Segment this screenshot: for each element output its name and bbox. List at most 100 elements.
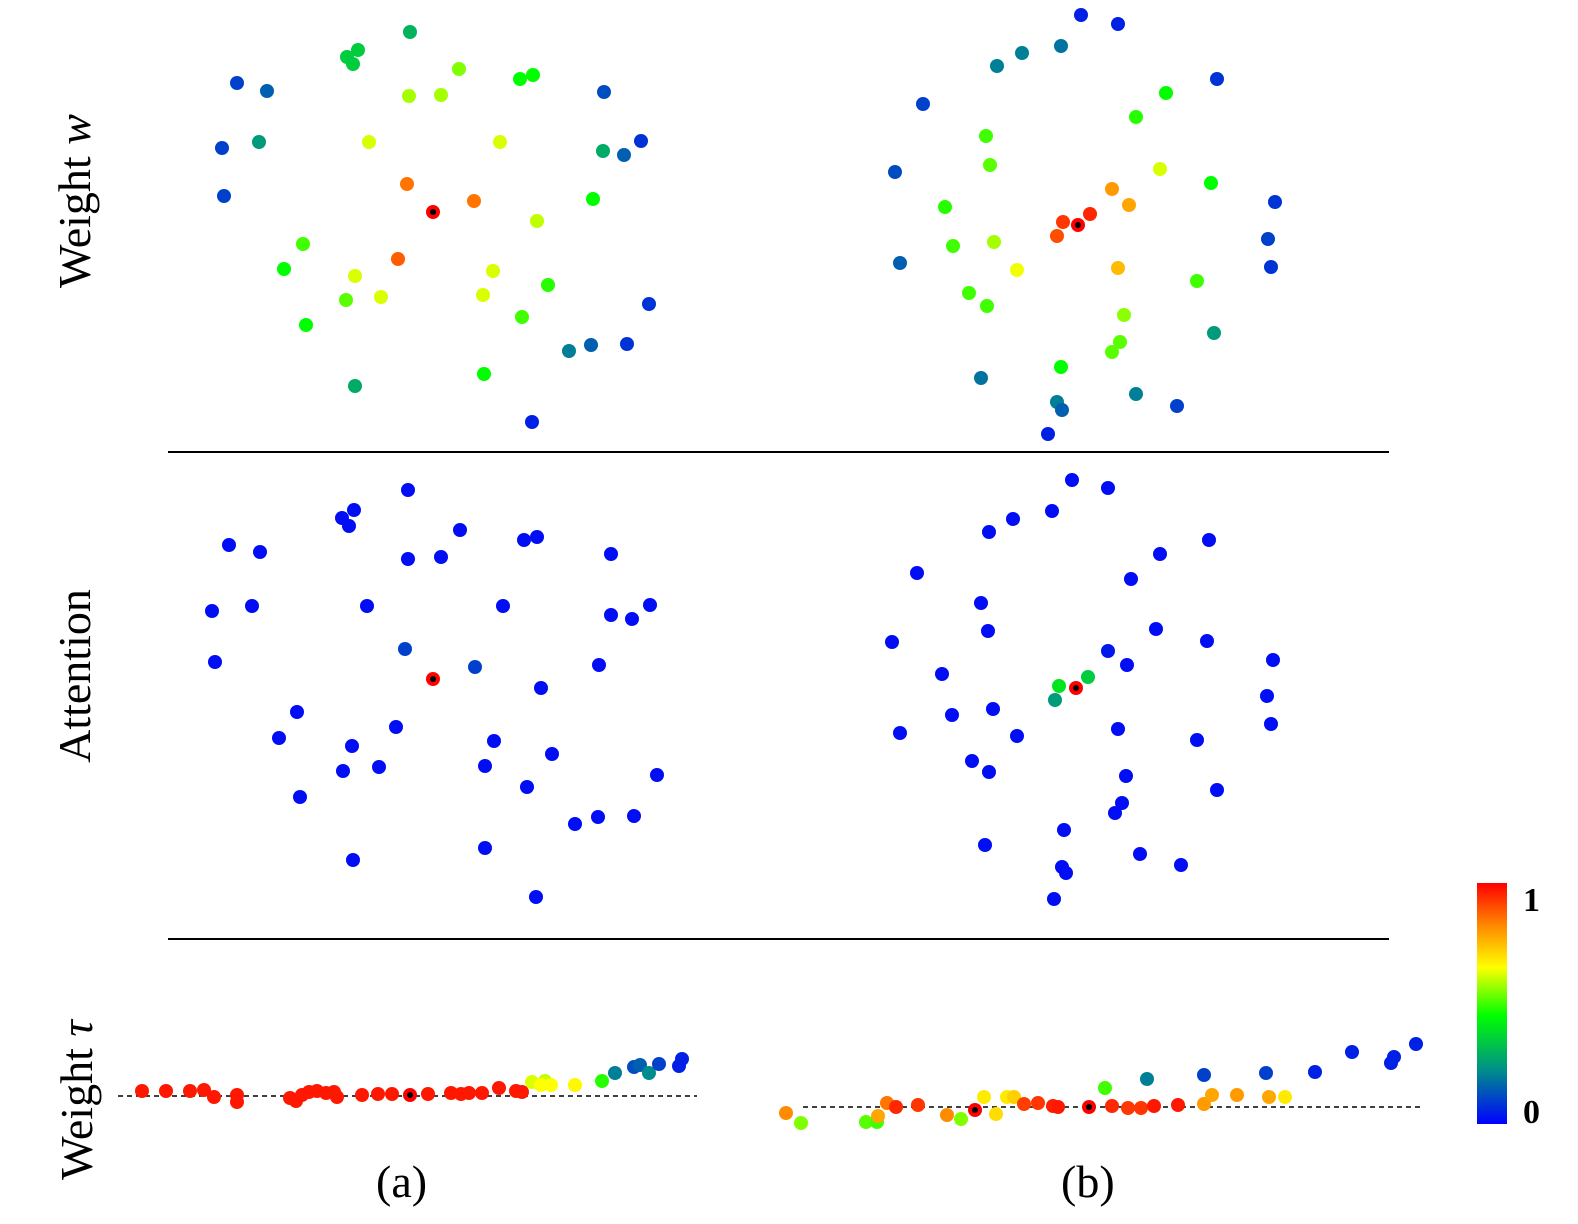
point-b-weight-w-35 (1105, 345, 1119, 359)
point-b-weight-tau-20 (1098, 1081, 1112, 1095)
point-a-attention-7 (401, 552, 415, 566)
point-a-weight-w-39 (620, 337, 634, 351)
point-a-weight-w-36 (515, 310, 529, 324)
point-a-weight-w-0 (403, 25, 417, 39)
point-a-attention-32 (478, 759, 492, 773)
point-b-weight-tau-27 (1197, 1068, 1211, 1082)
point-b-weight-w-6 (1159, 86, 1173, 100)
point-a-weight-tau-29 (534, 1078, 548, 1092)
point-a-weight-tau-1 (159, 1084, 173, 1098)
point-b-weight-tau-21 (1105, 1099, 1119, 1113)
point-b-weight-tau-23 (1134, 1101, 1148, 1115)
point-a-weight-tau-32 (595, 1074, 609, 1088)
point-a-weight-tau-37 (652, 1057, 666, 1071)
point-a-attention-27 (272, 731, 286, 745)
point-b-weight-w-36 (1054, 360, 1068, 374)
point-b-attention-6 (1153, 547, 1167, 561)
point-b-weight-w-8 (1129, 110, 1143, 124)
point-a-attention-20 (398, 642, 412, 656)
point-b-weight-tau-32 (1262, 1090, 1276, 1104)
point-a-attention-28 (345, 739, 359, 753)
point-a-weight-tau-36 (642, 1066, 656, 1080)
point-b-weight-w-40 (1170, 399, 1184, 413)
point-b-attention-9 (974, 596, 988, 610)
point-b-weight-w-14 (1105, 182, 1119, 196)
point-a-weight-tau-0 (135, 1084, 149, 1098)
point-a-weight-w-9 (230, 76, 244, 90)
point-a-attention-3 (342, 519, 356, 533)
point-b-attention-29 (1190, 733, 1204, 747)
point-b-attention-10 (981, 624, 995, 638)
point-a-weight-w-18 (634, 134, 648, 148)
point-b-weight-tau-9 (954, 1112, 968, 1126)
panel-label-a: (a) (376, 1156, 428, 1207)
point-b-weight-w-2 (1054, 39, 1068, 53)
point-a-weight-w-13 (215, 141, 229, 155)
point-b-weight-tau-15 (1017, 1097, 1031, 1111)
point-a-weight-tau-22 (462, 1086, 476, 1100)
point-a-weight-w-40 (348, 379, 362, 393)
point-a-weight-w-16 (596, 144, 610, 158)
point-b-attention-11 (1149, 622, 1163, 636)
point-a-weight-w-23 (530, 214, 544, 228)
point-a-attention-25 (290, 705, 304, 719)
point-a-attention-11 (604, 547, 618, 561)
point-a-weight-w-22 (586, 192, 600, 206)
point-a-weight-w-26 (391, 252, 405, 266)
point-b-weight-w-29 (1190, 274, 1204, 288)
point-b-attention-23 (945, 708, 959, 722)
point-b-weight-tau-8 (940, 1108, 954, 1122)
scatter-points (135, 8, 1423, 1130)
point-a-attention-35 (293, 790, 307, 804)
point-a-weight-tau-23 (475, 1086, 489, 1100)
point-b-attention-34 (1115, 796, 1129, 810)
point-b-weight-w-9 (979, 129, 993, 143)
point-a-weight-w-6 (526, 68, 540, 82)
point-a-weight-w-19 (217, 189, 231, 203)
point-b-weight-tau-25 (1147, 1099, 1161, 1113)
point-a-weight-w-4 (452, 62, 466, 76)
point-b-weight-tau-33 (1278, 1090, 1292, 1104)
point-b-weight-w-5 (1210, 72, 1224, 86)
panel-label-b: (b) (1061, 1156, 1115, 1207)
point-b-attention-28 (1264, 717, 1278, 731)
point-a-attention-19 (208, 655, 222, 669)
point-a-attention-14 (360, 599, 374, 613)
point-b-weight-w-30 (962, 286, 976, 300)
point-b-weight-w-17 (938, 200, 952, 214)
point-a-weight-w-27 (277, 262, 291, 276)
point-b-weight-w-19 (1056, 215, 1070, 229)
point-b-attention-33 (1210, 783, 1224, 797)
point-a-attention-33 (545, 747, 559, 761)
row-label-attention: Attention (49, 589, 100, 763)
point-b-weight-w-38 (1129, 387, 1143, 401)
point-a-attention-30 (336, 764, 350, 778)
point-b-weight-w-11 (1153, 162, 1167, 176)
point-b-weight-tau-7 (911, 1098, 925, 1112)
point-a-weight-tau-19 (421, 1087, 435, 1101)
point-b-attention-36 (1057, 823, 1071, 837)
point-a-weight-w-37 (562, 344, 576, 358)
point-b-weight-tau-28 (1197, 1097, 1211, 1111)
point-b-weight-w-33 (1207, 326, 1221, 340)
point-a-attention-40 (346, 853, 360, 867)
point-a-weight-w-25 (296, 237, 310, 251)
point-b-weight-tau-31 (1259, 1066, 1273, 1080)
point-a-attention-22 (592, 658, 606, 672)
point-b-weight-w-28 (1264, 260, 1278, 274)
point-b-attention-25 (1010, 729, 1024, 743)
point-b-attention-31 (982, 765, 996, 779)
anchor-dot-a-weight-w (430, 209, 436, 215)
point-b-attention-38 (1133, 847, 1147, 861)
point-a-weight-w-34 (642, 297, 656, 311)
point-b-weight-w-15 (1122, 198, 1136, 212)
point-b-weight-w-12 (888, 165, 902, 179)
anchor-dot-a-attention (430, 676, 436, 682)
point-a-attention-26 (389, 720, 403, 734)
point-b-attention-19 (1052, 679, 1066, 693)
point-a-weight-w-28 (348, 269, 362, 283)
point-b-weight-w-13 (1204, 176, 1218, 190)
colorbar-max-label: 1 (1523, 882, 1540, 919)
